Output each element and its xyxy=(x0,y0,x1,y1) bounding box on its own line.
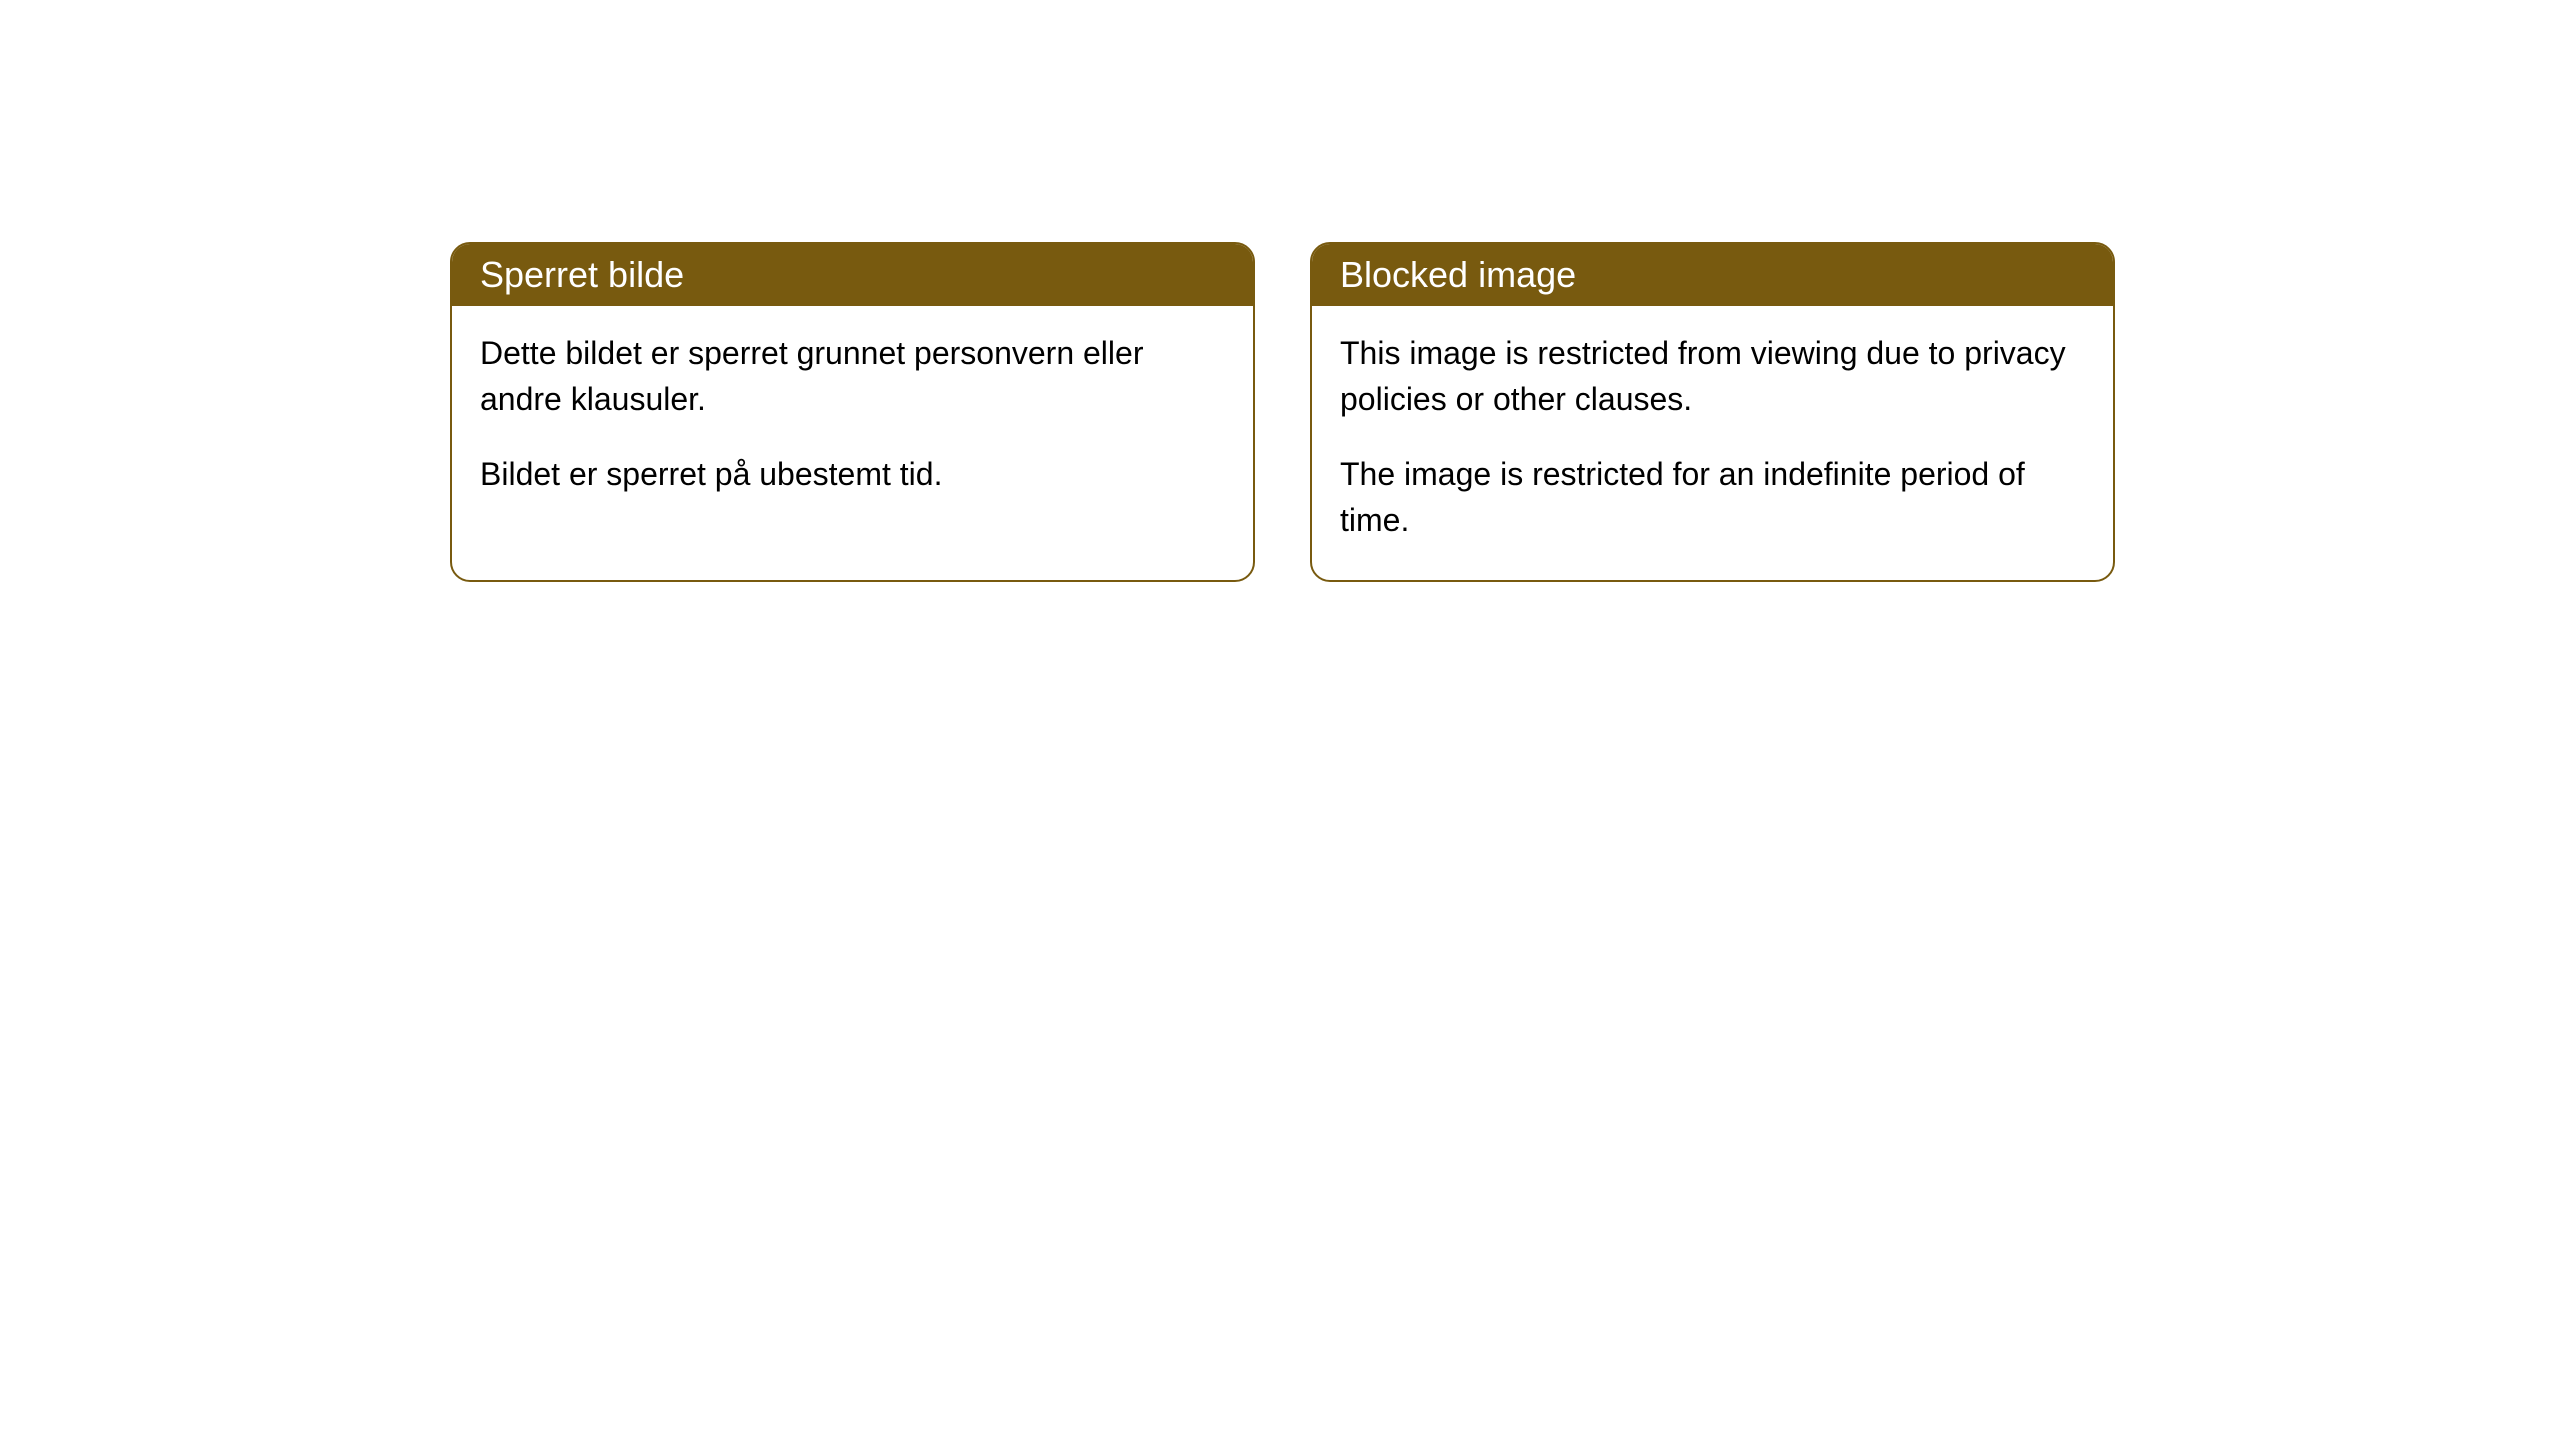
card-title-english: Blocked image xyxy=(1340,254,1576,295)
cards-container: Sperret bilde Dette bildet er sperret gr… xyxy=(450,242,2115,582)
card-paragraph-1-norwegian: Dette bildet er sperret grunnet personve… xyxy=(480,330,1225,423)
card-header-english: Blocked image xyxy=(1312,244,2113,306)
card-body-english: This image is restricted from viewing du… xyxy=(1312,306,2113,580)
card-paragraph-2-english: The image is restricted for an indefinit… xyxy=(1340,451,2085,544)
card-header-norwegian: Sperret bilde xyxy=(452,244,1253,306)
card-norwegian: Sperret bilde Dette bildet er sperret gr… xyxy=(450,242,1255,582)
card-english: Blocked image This image is restricted f… xyxy=(1310,242,2115,582)
card-title-norwegian: Sperret bilde xyxy=(480,254,684,295)
card-paragraph-1-english: This image is restricted from viewing du… xyxy=(1340,330,2085,423)
card-body-norwegian: Dette bildet er sperret grunnet personve… xyxy=(452,306,1253,533)
card-paragraph-2-norwegian: Bildet er sperret på ubestemt tid. xyxy=(480,451,1225,497)
